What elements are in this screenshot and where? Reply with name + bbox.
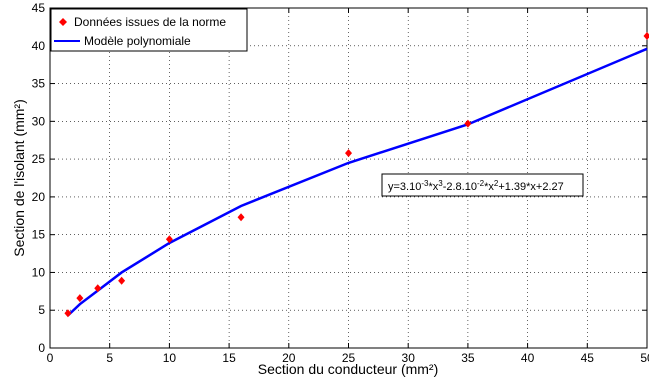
y-tick-label: 45: [32, 1, 46, 15]
eq-part: y=3.10: [388, 181, 421, 193]
y-axis-label: Section de l'isolant (mm²): [11, 99, 27, 257]
x-tick-label: 10: [163, 351, 177, 365]
x-tick-label: 25: [342, 351, 356, 365]
legend-marker-diamond: [59, 18, 67, 26]
y-tick-label: 5: [38, 303, 45, 317]
y-tick-label: 10: [32, 265, 46, 279]
x-tick-label: 35: [461, 351, 475, 365]
y-tick-label: 25: [32, 152, 46, 166]
eq-part: *x: [428, 181, 438, 193]
x-tick-label: 40: [521, 351, 535, 365]
equation-annotation: y=3.10-3*x3-2.8.10-2*x2+1.39*x+2.27: [381, 173, 584, 197]
equation-box: [381, 173, 584, 197]
x-axis-ticks: 0 5 10 15 20 25 30 35 40 45 50: [47, 8, 649, 365]
y-tick-label: 20: [32, 190, 46, 204]
y-tick-label: 40: [32, 39, 46, 53]
data-point: [345, 149, 352, 158]
y-axis-ticks: 0 5 10 15 20 25 30 35 40 45: [32, 1, 647, 355]
equation-text: y=3.10-3*x3-2.8.10-2*x2+1.39*x+2.27: [388, 179, 564, 193]
y-tick-label: 0: [38, 341, 45, 355]
grid: [49, 7, 648, 349]
x-tick-label: 45: [581, 351, 595, 365]
x-tick-label: 0: [47, 351, 54, 365]
data-point: [76, 294, 84, 303]
eq-part: +1.39*x+2.27: [498, 181, 563, 193]
data-point: [237, 213, 245, 222]
x-tick-label: 5: [106, 351, 113, 365]
legend-label-model: Modèle polynomiale: [84, 34, 191, 48]
y-tick-label: 30: [32, 114, 46, 128]
data-point: [643, 31, 649, 40]
eq-part: -2.8.10: [443, 181, 477, 193]
data-point: [464, 119, 472, 128]
y-tick-label: 15: [32, 228, 46, 242]
eq-part: *x: [484, 181, 494, 193]
legend-box: [50, 8, 248, 52]
x-tick-label: 15: [222, 351, 236, 365]
x-tick-label: 50: [640, 351, 649, 365]
eq-sup: 3: [438, 179, 443, 188]
data-point: [165, 235, 173, 244]
x-tick-label: 30: [402, 351, 416, 365]
x-axis-label: Section du conducteur (mm²): [258, 361, 439, 377]
legend-label-data: Données issues de la norme: [74, 15, 226, 29]
data-point: [94, 284, 102, 293]
y-tick-label: 35: [32, 77, 46, 91]
data-point: [64, 309, 72, 318]
data-point: [118, 276, 126, 285]
x-tick-label: 20: [282, 351, 296, 365]
series-data-points: [64, 31, 649, 318]
eq-sup: -3: [421, 179, 429, 188]
legend: Données issues de la norme Modèle polyno…: [50, 8, 248, 52]
eq-sup: -2: [477, 179, 485, 188]
eq-sup: 2: [494, 179, 499, 188]
